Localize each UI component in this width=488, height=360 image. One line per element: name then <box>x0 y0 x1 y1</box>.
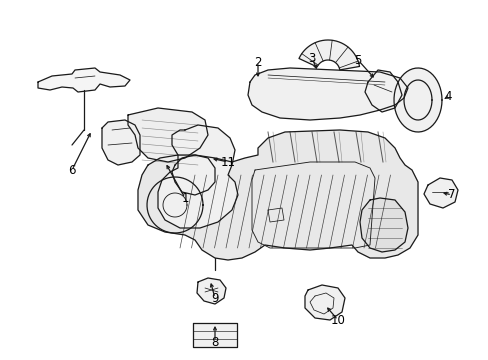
Polygon shape <box>305 285 345 320</box>
Polygon shape <box>393 68 441 132</box>
Text: 6: 6 <box>68 163 76 176</box>
Polygon shape <box>128 108 207 162</box>
Text: 10: 10 <box>330 314 345 327</box>
Polygon shape <box>38 68 130 92</box>
Text: 3: 3 <box>307 51 315 64</box>
Text: 2: 2 <box>254 55 261 68</box>
Text: 9: 9 <box>211 292 218 305</box>
Text: 1: 1 <box>181 192 188 204</box>
Text: 11: 11 <box>220 156 235 168</box>
Polygon shape <box>423 178 457 208</box>
Text: 7: 7 <box>447 189 455 202</box>
Polygon shape <box>158 125 238 228</box>
Polygon shape <box>102 120 140 165</box>
Polygon shape <box>138 130 417 260</box>
Polygon shape <box>197 278 225 304</box>
Polygon shape <box>359 198 407 252</box>
Text: 4: 4 <box>443 90 451 104</box>
Polygon shape <box>247 68 407 120</box>
Polygon shape <box>364 70 401 112</box>
Text: 8: 8 <box>211 336 218 348</box>
Text: 5: 5 <box>354 54 361 67</box>
Polygon shape <box>193 323 237 347</box>
Polygon shape <box>298 40 359 70</box>
